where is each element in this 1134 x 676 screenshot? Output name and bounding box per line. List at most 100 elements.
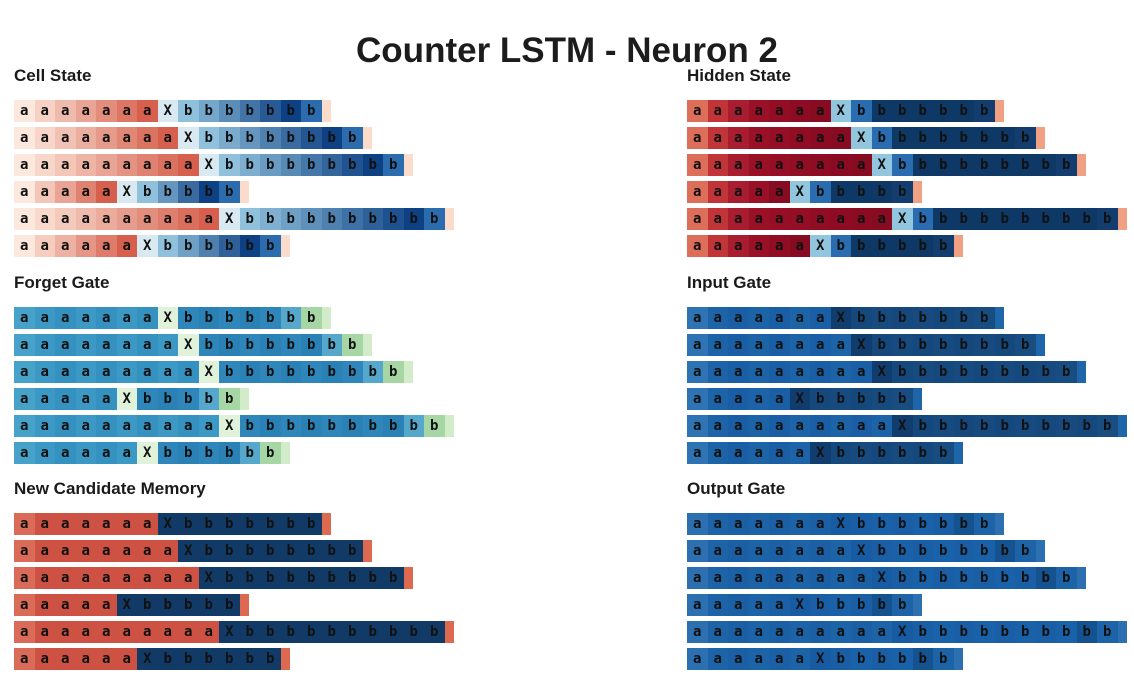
sequence-cell-b: b (321, 127, 342, 149)
trailing-cell (953, 648, 963, 670)
sequence-cell-b: b (912, 361, 933, 383)
sequence-cell-b: b (362, 621, 383, 643)
sequence-cell-a: a (55, 594, 76, 616)
sequence-cell-a: a (55, 442, 76, 464)
sequence-cell-b: b (239, 154, 260, 176)
sequence-cell-a: a (55, 540, 76, 562)
sequence-cell-b: b (280, 127, 301, 149)
sequence-cell-b: b (892, 648, 913, 670)
sequence-cell-b: b (280, 567, 301, 589)
sequence-cell-b: b (1015, 415, 1036, 437)
sequence-cell-b: b (219, 442, 240, 464)
trailing-cell (1076, 154, 1086, 176)
sequence-cell-a: a (769, 594, 790, 616)
sequence-cell-b: b (871, 334, 892, 356)
sequence-cell-b: b (912, 621, 933, 643)
sequence-cell-a: a (96, 181, 117, 203)
sequence-cell-a: a (96, 100, 117, 122)
trailing-cell (994, 307, 1004, 329)
trailing-cell (280, 235, 290, 257)
sequence-cell-b: b (912, 235, 933, 257)
trailing-cell (321, 307, 331, 329)
sequence-cell-b: b (219, 513, 240, 535)
sequence-cell-a: a (810, 154, 831, 176)
sequence-cell-a: a (75, 567, 96, 589)
sequence-cell-b: b (239, 235, 260, 257)
sequence-cell-a: a (707, 442, 728, 464)
sequence-cell-a: a (769, 388, 790, 410)
sequence-cell-X: X (851, 540, 872, 562)
sequence-cell-a: a (769, 567, 790, 589)
sequence-cell-b: b (974, 540, 995, 562)
sequence-cell-a: a (769, 648, 790, 670)
sequence-cell-X: X (219, 621, 240, 643)
sequence-cell-b: b (260, 442, 281, 464)
sequence-cell-b: b (280, 513, 301, 535)
sequence-cell-X: X (851, 127, 872, 149)
sequence-cell-b: b (260, 567, 281, 589)
sequence-cell-a: a (14, 567, 35, 589)
sequence-cell-b: b (362, 567, 383, 589)
sequence-cell-a: a (728, 208, 749, 230)
sequence-cell-b: b (301, 100, 322, 122)
sequence-cell-b: b (280, 415, 301, 437)
sequence-cell-b: b (321, 540, 342, 562)
sequence-cell-b: b (342, 540, 363, 562)
sequence-cell-a: a (137, 415, 158, 437)
sequence-cell-b: b (342, 621, 363, 643)
sequence-cell-a: a (728, 127, 749, 149)
trailing-cell (994, 100, 1004, 122)
sequence-cell-b: b (157, 388, 178, 410)
sequence-cell-a: a (96, 415, 117, 437)
sequence-cell-b: b (1015, 127, 1036, 149)
sequence-cell-a: a (687, 540, 708, 562)
sequence-cell-b: b (994, 361, 1015, 383)
sequence-cell-a: a (75, 361, 96, 383)
sequence-cell-b: b (851, 442, 872, 464)
sequence-cell-b: b (1035, 208, 1056, 230)
sequence-cell-a: a (748, 100, 769, 122)
sequence-cell-b: b (219, 100, 240, 122)
sequence-cell-a: a (75, 540, 96, 562)
sequence-cell-a: a (728, 334, 749, 356)
sequence-cell-a: a (789, 513, 810, 535)
sequence-cell-a: a (137, 100, 158, 122)
sequence-cell-a: a (830, 415, 851, 437)
sequence-cell-b: b (974, 334, 995, 356)
sequence-cell-a: a (687, 513, 708, 535)
sequence-cell-a: a (748, 388, 769, 410)
trailing-cell (1035, 334, 1045, 356)
sequence-cell-X: X (178, 540, 199, 562)
sequence-cell-b: b (871, 127, 892, 149)
sequence-cell-b: b (892, 567, 913, 589)
sequence-cell-b: b (871, 513, 892, 535)
sequence-cell-b: b (974, 100, 995, 122)
sequence-cell-b: b (1015, 208, 1036, 230)
sequence-cell-X: X (810, 648, 831, 670)
sequence-cell-a: a (851, 415, 872, 437)
sequence-cell-a: a (728, 361, 749, 383)
sequence-cell-b: b (301, 208, 322, 230)
sequence-cell-b: b (892, 540, 913, 562)
trailing-cell (994, 513, 1004, 535)
sequence-cell-b: b (362, 208, 383, 230)
sequence-cell-b: b (1056, 154, 1077, 176)
sequence-cell-b: b (280, 208, 301, 230)
sequence-cell-b: b (219, 334, 240, 356)
sequence-cell-a: a (55, 513, 76, 535)
sequence-cell-b: b (830, 235, 851, 257)
sequence-cell-a: a (851, 154, 872, 176)
sequence-cell-b: b (239, 208, 260, 230)
sequence-cell-b: b (912, 100, 933, 122)
sequence-cell-b: b (260, 127, 281, 149)
sequence-cell-b: b (239, 307, 260, 329)
